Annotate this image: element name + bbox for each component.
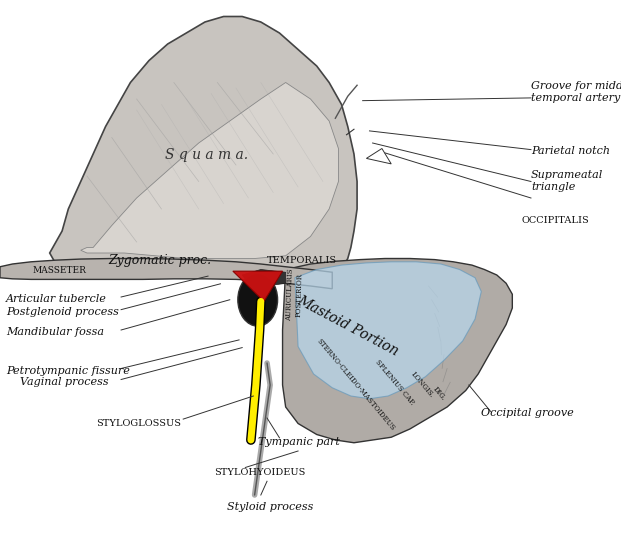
Text: STERNO-CLEIDO-MASTOIDEUS: STERNO-CLEIDO-MASTOIDEUS	[314, 338, 396, 432]
Text: Mastoid Portion: Mastoid Portion	[295, 293, 401, 358]
Text: LONGIS.: LONGIS.	[409, 370, 435, 400]
Text: Postglenoid process: Postglenoid process	[6, 307, 119, 317]
Polygon shape	[242, 270, 286, 286]
Text: OCCIPITALIS: OCCIPITALIS	[522, 216, 589, 224]
Polygon shape	[233, 271, 283, 301]
Text: Occipital groove: Occipital groove	[481, 408, 574, 418]
Text: Suprameatal
triangle: Suprameatal triangle	[531, 170, 603, 192]
Polygon shape	[50, 16, 357, 283]
Text: STYLOHYOIDEUS: STYLOHYOIDEUS	[214, 468, 306, 477]
Text: Articular tubercle: Articular tubercle	[6, 294, 107, 304]
Text: Groove for middle
temporal artery: Groove for middle temporal artery	[531, 81, 621, 103]
Text: MASSETER: MASSETER	[32, 266, 86, 274]
Text: Vaginal process: Vaginal process	[20, 377, 109, 387]
Text: Mandibular fossa: Mandibular fossa	[6, 327, 104, 337]
Text: S q u a m a.: S q u a m a.	[165, 148, 248, 162]
Text: Parietal notch: Parietal notch	[531, 146, 610, 156]
Polygon shape	[283, 258, 512, 443]
Polygon shape	[0, 258, 332, 289]
Polygon shape	[295, 262, 481, 399]
Text: Petrotympanic fissure: Petrotympanic fissure	[6, 366, 130, 376]
Text: Zygomatic proc.: Zygomatic proc.	[109, 254, 212, 267]
Text: DIG.: DIG.	[432, 384, 448, 402]
Text: Styloid process: Styloid process	[227, 502, 313, 512]
Text: AURICULARIS
POSTERIOR: AURICULARIS POSTERIOR	[285, 268, 304, 321]
Text: SPLENIUS CAP.: SPLENIUS CAP.	[373, 358, 415, 406]
Ellipse shape	[238, 273, 278, 326]
Text: TEMPORALIS: TEMPORALIS	[267, 256, 337, 265]
Text: Tympanic part: Tympanic part	[258, 437, 340, 447]
Text: STYLOGLOSSUS: STYLOGLOSSUS	[96, 419, 181, 428]
Polygon shape	[81, 82, 338, 258]
